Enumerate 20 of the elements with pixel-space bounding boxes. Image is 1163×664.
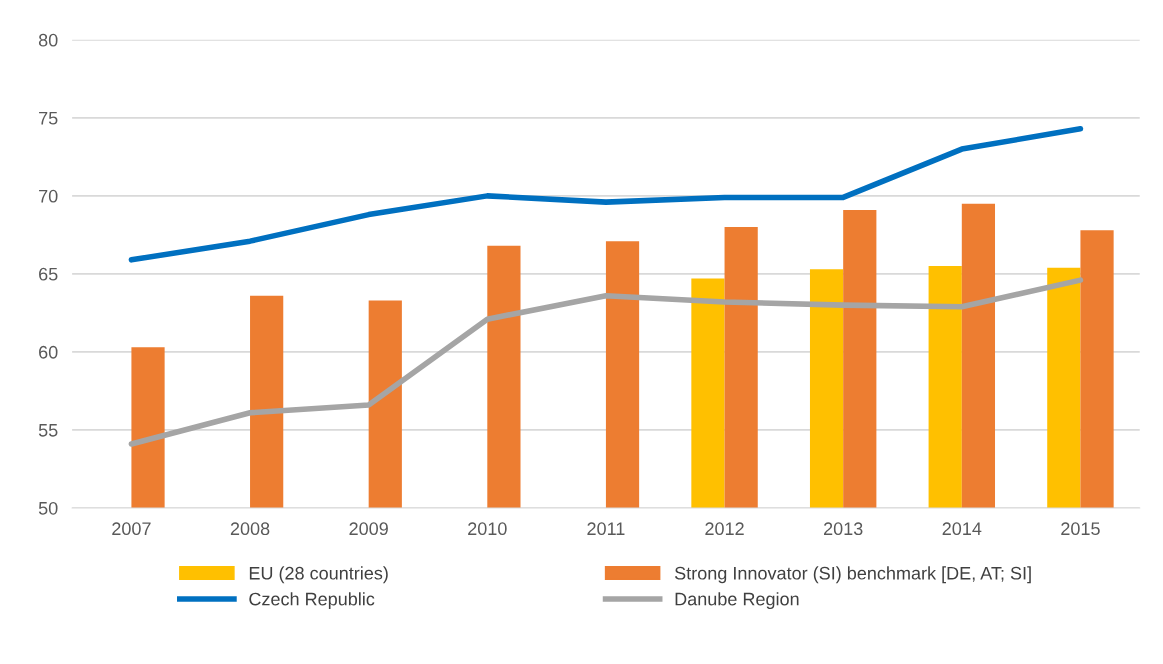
x-tick-label: 2011 [587,522,625,536]
x-tick-label: 2007 [112,522,151,536]
y-tick-label: 60 [39,345,58,359]
x-tick-label: 2010 [468,522,507,536]
y-tick-label: 80 [38,33,58,47]
legend-label: Strong Innovator (SI) benchmark [DE, AT; SI] [674,566,1031,584]
x-tick-label: 2009 [349,522,388,536]
x-tick-label: 2012 [705,522,744,536]
x-tick-label: 2014 [942,522,982,536]
y-tick-label: 50 [38,501,58,515]
y-tick-label: 75 [39,111,58,125]
legend-label: Czech Republic [249,592,375,610]
legend-label: Danube Region [675,592,799,610]
y-tick-label: 70 [39,189,58,203]
x-tick-label: 2013 [824,522,863,536]
legend-label: EU (28 countries) [249,566,388,584]
y-tick-label: 55 [38,424,58,437]
y-tick-label: 65 [39,267,58,281]
x-tick-label: 2015 [1061,522,1100,536]
x-tick-label: 2008 [230,522,270,536]
